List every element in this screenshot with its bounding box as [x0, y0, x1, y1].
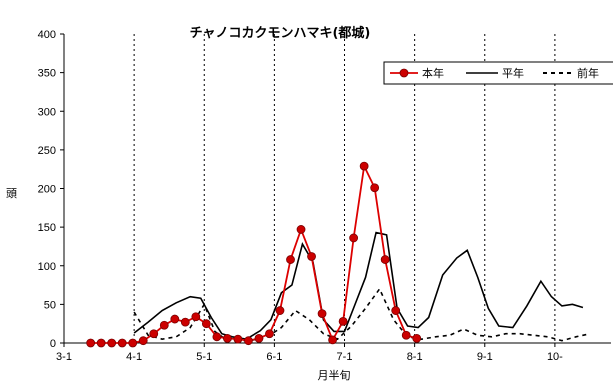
data-point [138, 336, 148, 346]
x-tick-label: 9-1 [477, 351, 493, 363]
series-0 [86, 161, 422, 348]
data-point [412, 333, 422, 343]
data-point [149, 329, 159, 339]
legend-marker-current [399, 68, 409, 78]
data-point [201, 319, 211, 329]
legend-label-current: 本年 [422, 66, 444, 80]
reference-lines [133, 34, 556, 343]
x-tick-label: 5-1 [196, 351, 212, 363]
x-tick-label: 6-1 [266, 351, 282, 363]
data-point [370, 183, 380, 193]
y-tick-label: 300 [38, 106, 56, 118]
x-axis-label: 月半旬 [318, 368, 351, 382]
chart-title: チャノコカクモンハマキ(都城) [190, 25, 371, 41]
y-tick-label: 250 [38, 145, 56, 157]
data-point [170, 314, 180, 324]
x-tick-label: 10- [547, 351, 563, 363]
data-point [275, 306, 285, 315]
data-point [328, 335, 337, 345]
legend-box [383, 61, 613, 85]
data-point [254, 333, 264, 343]
data-point [222, 333, 232, 343]
data-point [296, 225, 306, 234]
y-tick-label: 400 [38, 29, 56, 41]
series-2 [133, 287, 591, 342]
series-line-previous [133, 287, 591, 342]
data-point [191, 312, 201, 322]
series-1 [133, 231, 584, 340]
series [86, 161, 591, 348]
data-point [128, 338, 138, 348]
series-line-normal [133, 231, 584, 340]
y-tick-label: 200 [38, 184, 56, 196]
data-point [359, 161, 369, 171]
x-tick-label: 8-1 [407, 351, 423, 363]
legend-label-previous: 前年 [577, 66, 599, 80]
y-axis-label: 頭 [6, 187, 17, 200]
data-point [212, 332, 222, 342]
data-point [307, 252, 316, 261]
x-tick-label: 7-1 [337, 351, 353, 363]
data-point [317, 309, 327, 319]
x-tick-label: 3-1 [56, 351, 72, 363]
data-point [244, 336, 253, 346]
data-point [96, 338, 106, 348]
y-tick-label: 350 [38, 68, 56, 80]
data-point [338, 316, 348, 326]
y-tick-label: 100 [38, 261, 56, 273]
x-axis-ticks: 3-1 4-1 5-1 6-1 7-1 8-1 9-1 10- [56, 343, 563, 363]
data-point [107, 338, 117, 348]
y-tick-label: 150 [38, 222, 56, 234]
data-point [391, 306, 401, 315]
data-point [380, 255, 390, 264]
y-tick-label: 50 [44, 299, 56, 311]
legend: 本年 平年 前年 [383, 61, 613, 85]
data-point [117, 338, 127, 348]
data-point [180, 317, 190, 327]
x-tick-label: 4-1 [126, 351, 142, 363]
data-point [265, 329, 274, 339]
y-tick-label: 0 [50, 338, 56, 350]
data-point [401, 330, 411, 340]
data-point [233, 334, 243, 344]
legend-label-normal: 平年 [502, 66, 524, 80]
data-point [86, 338, 96, 348]
y-axis-ticks: 0 50 100 150 200 250 300 350 400 [38, 29, 64, 350]
data-point [159, 320, 169, 330]
data-point [349, 233, 359, 243]
data-point [286, 255, 295, 264]
